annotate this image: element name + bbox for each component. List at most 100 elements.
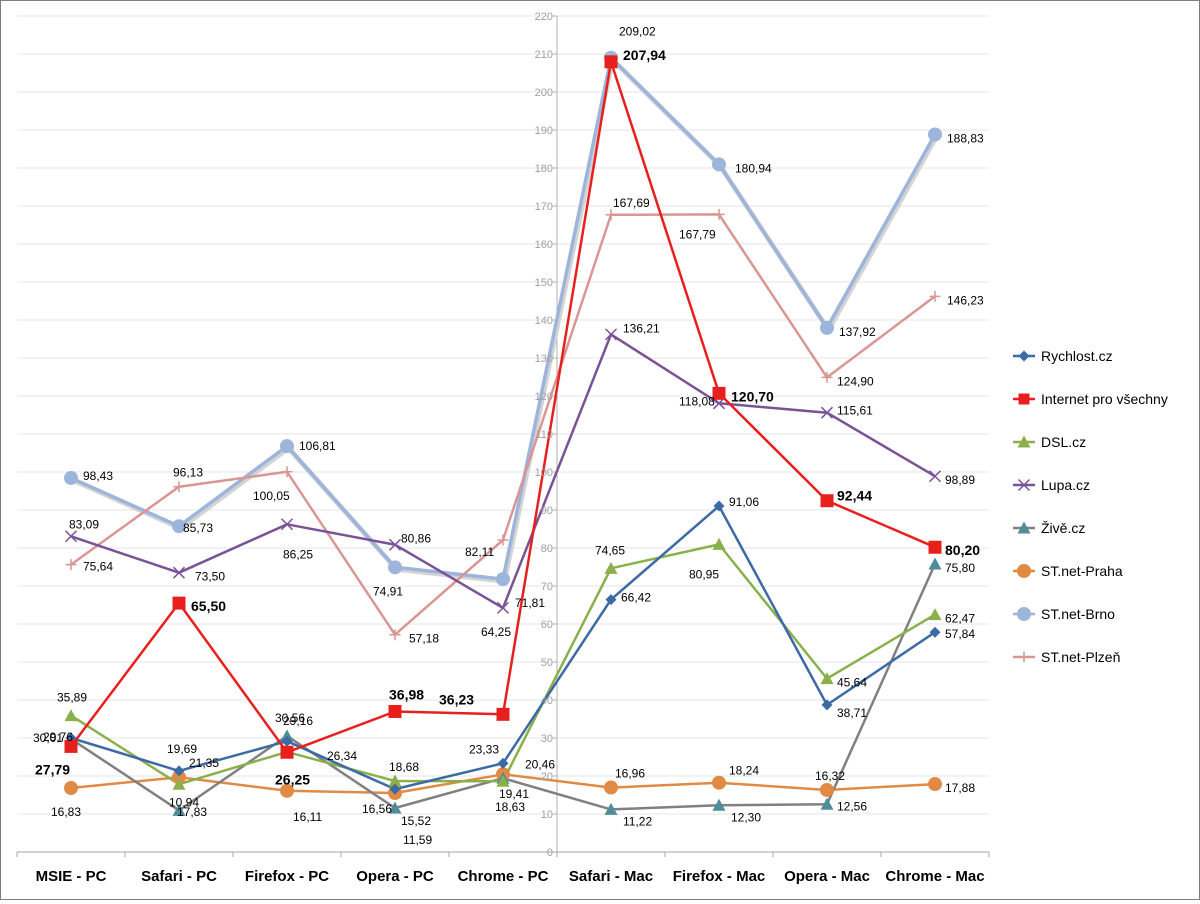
data-label: 188,83 — [947, 131, 984, 145]
marker-triangle — [1017, 435, 1031, 448]
marker-triangle — [1017, 521, 1031, 534]
data-label: 11,22 — [623, 814, 652, 828]
y-tick-label: 20 — [541, 771, 553, 783]
marker-circle — [928, 777, 942, 792]
data-label: 91,06 — [729, 495, 759, 509]
data-labels: 30,01 21,35 29,16 16,56 23,33 66,42 91,06 38,71… — [33, 25, 984, 847]
y-tick-label: 0 — [547, 847, 553, 859]
y-tick-label: 50 — [541, 657, 553, 669]
data-label: 16,96 — [615, 767, 645, 781]
legend-label: ST.net-Praha — [1041, 563, 1123, 579]
marker-triangle — [172, 777, 186, 790]
data-label: 18,24 — [729, 764, 759, 778]
marker-square — [712, 386, 726, 400]
marker-circle — [1017, 564, 1031, 578]
data-label: 85,73 — [183, 521, 213, 535]
marker-circle — [280, 783, 294, 798]
marker-triangle — [712, 537, 726, 550]
marker-plus — [1018, 651, 1030, 663]
data-label: 19,41 — [499, 787, 529, 801]
data-label: 64,25 — [481, 625, 511, 639]
data-label: 207,94 — [623, 47, 666, 63]
y-tick-label: 190 — [535, 125, 553, 137]
y-tick-label: 90 — [541, 505, 553, 517]
series-markers — [64, 50, 942, 816]
data-label: 19,69 — [167, 742, 197, 756]
y-tick-label: 10 — [541, 809, 553, 821]
data-label: 36,98 — [389, 686, 424, 702]
marker-circle — [172, 519, 186, 534]
x-category-label: Safari - PC — [141, 868, 217, 885]
marker-square — [172, 596, 186, 610]
marker-square — [388, 704, 402, 718]
marker-plus — [605, 209, 617, 221]
marker-diamond — [281, 735, 293, 747]
data-label: 167,79 — [679, 227, 716, 241]
data-label: 18,68 — [389, 760, 419, 774]
marker-square — [496, 707, 510, 721]
data-label: 16,32 — [815, 769, 845, 783]
y-tick-label: 210 — [535, 49, 553, 61]
marker-x — [64, 530, 78, 543]
marker-circle — [820, 320, 834, 335]
data-label: 21,35 — [189, 756, 219, 770]
data-label: 136,21 — [623, 321, 660, 335]
y-tick-label: 100 — [535, 467, 553, 479]
marker-diamond — [929, 626, 941, 638]
marker-plus — [281, 466, 293, 478]
y-tick-label: 170 — [535, 201, 553, 213]
y-tick-label: 60 — [541, 619, 553, 631]
data-label: 35,89 — [57, 691, 87, 705]
data-label: 12,30 — [731, 810, 761, 824]
data-label: 16,11 — [293, 810, 322, 824]
data-label: 83,09 — [69, 517, 99, 531]
y-tick-label: 80 — [541, 543, 553, 555]
data-label: 209,02 — [619, 25, 656, 39]
marker-triangle — [280, 729, 294, 742]
data-label: 75,80 — [945, 561, 975, 575]
x-category-label: Chrome - Mac — [885, 868, 984, 885]
data-label: 115,61 — [837, 404, 873, 418]
marker-square — [928, 540, 942, 554]
y-tick-label: 150 — [535, 277, 553, 289]
y-tick-label: 200 — [535, 87, 553, 99]
marker-x — [928, 470, 942, 483]
data-label: 12,56 — [837, 799, 867, 813]
legend-label: ST.net-Plzeň — [1041, 649, 1120, 665]
marker-triangle — [388, 801, 402, 814]
legend-label: Rychlost.cz — [1041, 348, 1113, 364]
marker-triangle — [928, 608, 942, 621]
data-label: 26,25 — [275, 771, 310, 787]
data-label: 17,83 — [177, 805, 207, 819]
marker-triangle — [496, 774, 510, 787]
marker-circle — [496, 572, 510, 587]
data-label: 18,63 — [495, 800, 525, 814]
marker-x — [388, 538, 402, 551]
marker-circle — [388, 560, 402, 575]
legend: Rychlost.cz Internet pro všechny DSL.cz Lup… — [1013, 348, 1168, 665]
data-label: 26,34 — [327, 749, 357, 763]
marker-plus — [65, 559, 77, 571]
marker-diamond — [497, 757, 509, 769]
x-category-label: Opera - Mac — [784, 868, 870, 885]
data-label: 74,91 — [373, 584, 403, 598]
marker-triangle — [172, 803, 186, 816]
marker-circle — [712, 157, 726, 172]
marker-square — [604, 55, 618, 69]
marker-x — [172, 566, 186, 579]
data-label: 86,25 — [283, 547, 313, 561]
data-label: 27,79 — [35, 761, 70, 777]
data-label: 80,20 — [945, 542, 980, 558]
marker-square — [280, 745, 294, 759]
marker-triangle — [820, 797, 834, 810]
x-category-label: Chrome - PC — [458, 868, 549, 885]
data-label: 36,23 — [439, 691, 474, 707]
y-tick-label: 120 — [535, 391, 553, 403]
x-category-label: Firefox - Mac — [673, 868, 766, 885]
data-label: 100,05 — [253, 489, 290, 503]
data-label: 23,33 — [469, 742, 499, 756]
data-label: 57,18 — [409, 632, 439, 646]
y-tick-label: 220 — [535, 11, 553, 23]
data-label: 82,11 — [465, 545, 494, 559]
